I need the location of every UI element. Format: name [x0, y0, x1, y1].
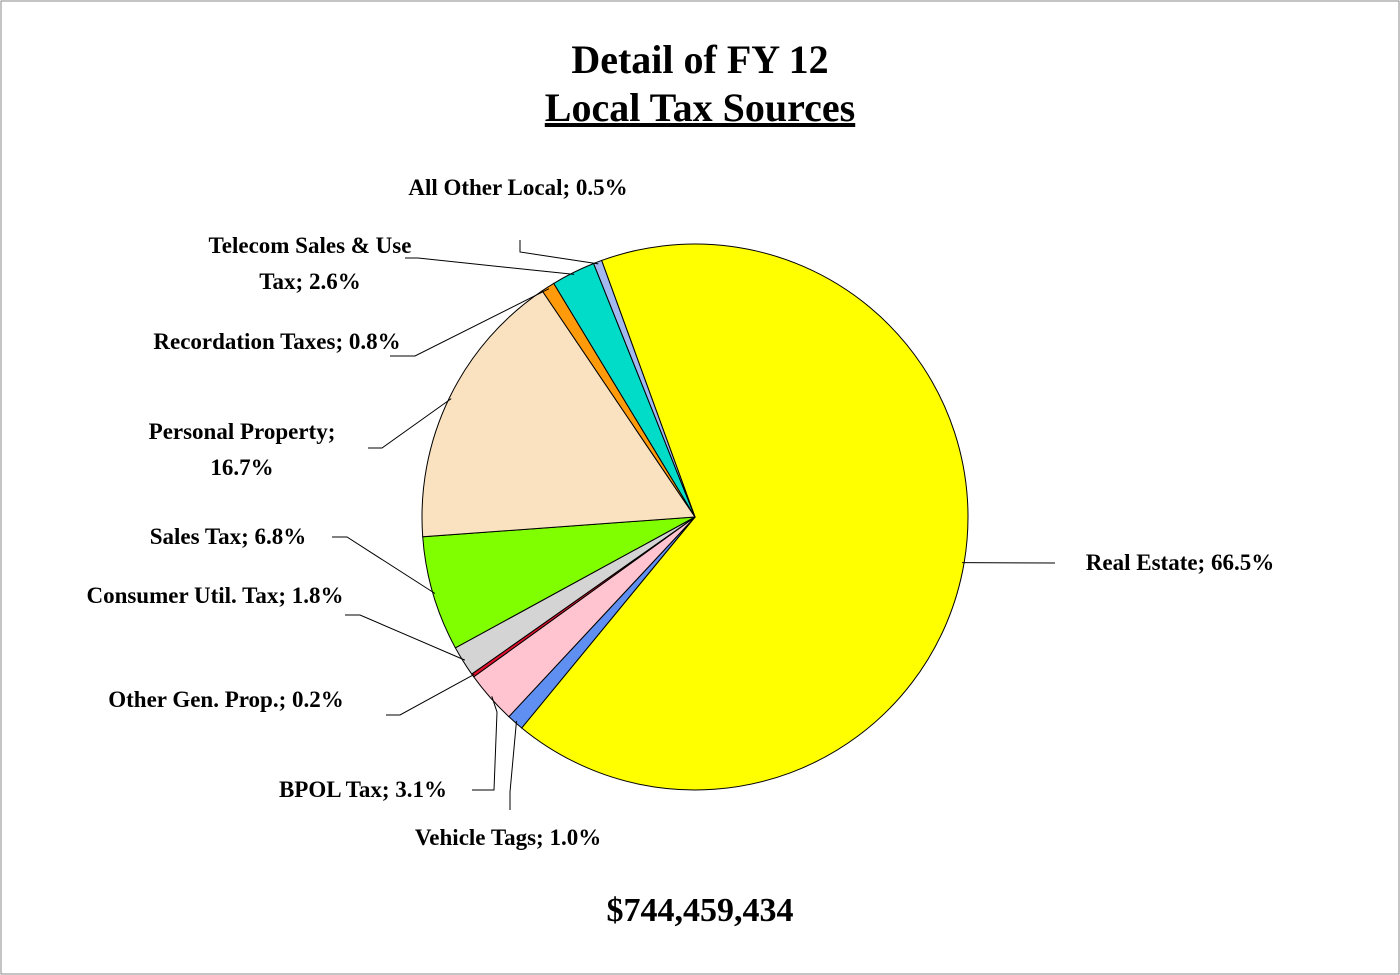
leader-line: [390, 288, 550, 357]
slice-value: 0.2%: [292, 687, 344, 712]
slice-label: Telecom Sales & Use Tax; 2.6%: [198, 228, 423, 300]
leader-line: [472, 696, 498, 791]
chart-title: Detail of FY 12: [571, 37, 829, 82]
slice-value: 1.8%: [291, 583, 344, 608]
slice-label: BPOL Tax; 3.1%: [279, 772, 447, 808]
slice-value: 0.8%: [348, 329, 401, 354]
slice-category: All Other Local;: [408, 175, 571, 200]
slice-category: Consumer Util. Tax;: [86, 583, 287, 608]
slice-label: Sales Tax; 6.8%: [150, 519, 307, 555]
slice-category: Vehicle Tags;: [414, 825, 544, 850]
slice-category: Other Gen. Prop.;: [108, 687, 287, 712]
leader-line: [519, 240, 599, 265]
slice-label: All Other Local; 0.5%: [403, 170, 633, 206]
slice-label: Real Estate; 66.5%: [1086, 545, 1274, 581]
slice-value: 3.1%: [395, 777, 448, 802]
leader-line: [368, 398, 452, 449]
slice-label: Recordation Taxes; 0.8%: [152, 324, 402, 360]
leader-line: [405, 257, 575, 275]
leader-line: [509, 720, 517, 810]
slice-label: Personal Property; 16.7%: [117, 414, 367, 486]
slice-value: 16.7%: [210, 455, 274, 480]
leader-line: [345, 614, 466, 661]
leader-line: [386, 673, 475, 716]
slice-category: Personal Property;: [148, 419, 336, 444]
chart-subtitle: Local Tax Sources: [544, 85, 856, 130]
slice-category: Sales Tax;: [149, 524, 249, 549]
slice-label: Other Gen. Prop.; 0.2%: [106, 682, 346, 718]
slice-value: 2.6%: [308, 269, 361, 294]
leader-line: [332, 536, 436, 594]
pie-slice: [421, 290, 696, 538]
slice-value: 0.5%: [575, 175, 628, 200]
slice-value: 6.8%: [254, 524, 307, 549]
slice-category: Real Estate;: [1085, 550, 1206, 575]
total: $744,459,434: [606, 892, 794, 929]
slice-category: Recordation Taxes;: [153, 329, 344, 354]
slice-label: Consumer Util. Tax; 1.8%: [83, 578, 348, 614]
slice-label: Vehicle Tags; 1.0%: [415, 820, 601, 856]
slice-value: 66.5%: [1210, 550, 1275, 575]
slice-category: Telecom Sales & Use Tax;: [208, 233, 412, 294]
slice-value: 1.0%: [549, 825, 602, 850]
slice-category: BPOL Tax;: [278, 777, 390, 802]
pie-slice: [422, 516, 696, 649]
